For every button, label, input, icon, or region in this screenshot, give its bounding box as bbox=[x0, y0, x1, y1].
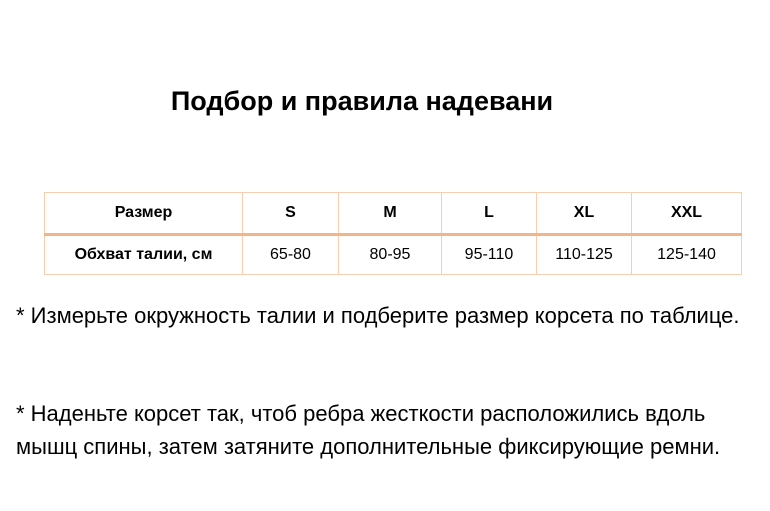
table-cell: 80-95 bbox=[338, 234, 442, 275]
header-cell: XL bbox=[536, 192, 632, 236]
header-cell: L bbox=[441, 192, 537, 236]
table-row: Обхват талии, см 65-80 80-95 95-110 110-… bbox=[44, 234, 742, 275]
header-cell: Размер bbox=[44, 192, 243, 236]
header-cell: S bbox=[242, 192, 339, 236]
header-cell: M bbox=[338, 192, 442, 236]
table-cell: Обхват талии, см bbox=[44, 234, 243, 275]
instruction-paragraph: * Измерьте окружность талии и подберите … bbox=[16, 303, 740, 328]
header-cell: XXL bbox=[631, 192, 742, 236]
table-cell: 110-125 bbox=[536, 234, 632, 275]
table-cell: 95-110 bbox=[441, 234, 537, 275]
table-header-row: Размер S M L XL XXL bbox=[44, 192, 742, 236]
table-cell: 125-140 bbox=[631, 234, 742, 275]
instruction-paragraph: * Наденьте корсет так, чтоб ребра жестко… bbox=[16, 401, 721, 459]
size-table: Размер S M L XL XXL Обхват талии, см 65-… bbox=[44, 192, 742, 275]
table-cell: 65-80 bbox=[242, 234, 339, 275]
page-title: Подбор и правила надевани bbox=[170, 86, 554, 116]
